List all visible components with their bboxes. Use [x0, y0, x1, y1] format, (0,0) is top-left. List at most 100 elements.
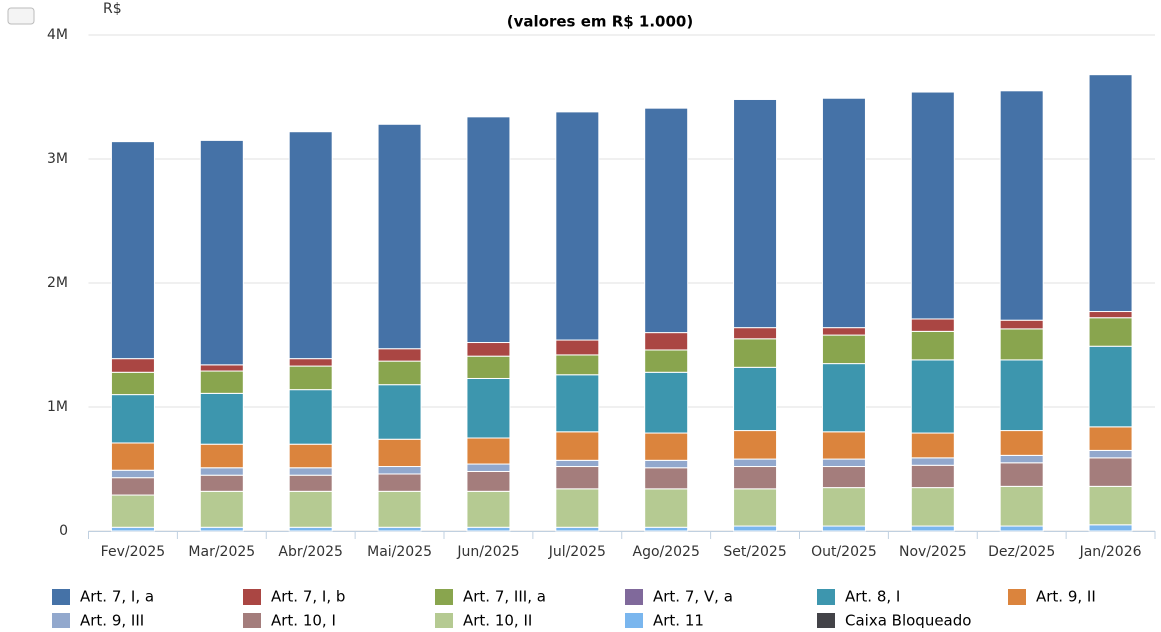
y-tick-label: 4M — [47, 27, 68, 43]
legend-label: Art. 9, II — [1036, 588, 1096, 606]
x-tick-label: Abr/2025 — [278, 544, 343, 560]
bar-segment — [644, 107, 689, 334]
bar-segment — [733, 366, 778, 432]
bar-segment — [1088, 426, 1133, 451]
y-tick-label: 3M — [47, 151, 68, 167]
bar-segment — [466, 437, 511, 465]
bar-segment — [466, 470, 511, 492]
bar-segment — [377, 526, 422, 532]
bar-segment — [821, 466, 866, 489]
bar-segment — [555, 526, 600, 532]
bar-segment — [1088, 311, 1133, 319]
legend-label: Caixa Bloqueado — [845, 612, 971, 629]
legend-swatch — [817, 613, 835, 629]
bar-segment — [733, 488, 778, 527]
bar-segment — [110, 141, 155, 360]
bar-segment — [910, 91, 955, 320]
bar-segment — [199, 526, 244, 532]
bar-segment — [821, 525, 866, 532]
bar-segment — [644, 526, 689, 532]
bar-segment — [999, 485, 1044, 527]
bar-segment — [377, 123, 422, 350]
bar-segment — [199, 139, 244, 366]
bar-segment — [733, 338, 778, 368]
bar-segment — [288, 443, 333, 469]
y-tick-label: 1M — [47, 399, 68, 415]
bar-segment — [910, 432, 955, 459]
bar-segment — [466, 116, 511, 344]
bar-segment — [910, 318, 955, 332]
bar-segment — [910, 330, 955, 361]
bar-segment — [999, 462, 1044, 487]
bar-segment — [288, 474, 333, 492]
bar-segment — [377, 473, 422, 492]
bar-segment — [466, 377, 511, 439]
bar-segment — [377, 348, 422, 362]
bar-segment — [1088, 457, 1133, 487]
bar-segment — [999, 328, 1044, 361]
bar-segment — [288, 365, 333, 391]
bar-segment — [1088, 345, 1133, 428]
bar-segment — [821, 97, 866, 329]
bar-segment — [733, 458, 778, 468]
bar-segment — [199, 474, 244, 492]
bar-segment — [199, 467, 244, 476]
menu-button[interactable] — [7, 7, 35, 25]
legend-label: Art. 10, II — [463, 612, 532, 629]
bar-segment — [999, 525, 1044, 532]
bar-segment — [555, 466, 600, 490]
x-tick-label: Mar/2025 — [188, 544, 255, 560]
bar-segment — [288, 389, 333, 445]
bar-segment — [110, 477, 155, 496]
bar-segment — [110, 394, 155, 444]
bar-segment — [288, 131, 333, 360]
legend-label: Art. 7, I, a — [80, 588, 154, 606]
legend-label: Art. 8, I — [845, 588, 900, 606]
legend-label: Art. 7, III, a — [463, 588, 546, 606]
bar-segment — [1088, 74, 1133, 313]
bar-segment — [910, 359, 955, 434]
bar-segment — [644, 432, 689, 461]
bar-segment — [110, 358, 155, 373]
bar-segment — [377, 384, 422, 440]
bar-segment — [110, 371, 155, 396]
x-tick-label: Nov/2025 — [899, 544, 967, 560]
bar-segment — [288, 467, 333, 476]
legend-swatch — [52, 613, 70, 629]
bar-segment — [555, 339, 600, 356]
legend-swatch — [243, 613, 261, 629]
bar-segment — [733, 525, 778, 532]
bar-segment — [644, 349, 689, 373]
bar-segment — [466, 463, 511, 472]
bar-segment — [644, 459, 689, 469]
bar-segment — [466, 490, 511, 528]
bar-segment — [1088, 449, 1133, 459]
bar-segment — [821, 334, 866, 365]
bar-segment — [644, 488, 689, 528]
bar-segment — [999, 359, 1044, 432]
legend-label: Art. 7, I, b — [271, 588, 345, 606]
legend-swatch — [435, 589, 453, 605]
bar-segment — [288, 526, 333, 532]
bar-segment — [377, 466, 422, 475]
legend-swatch — [625, 589, 643, 605]
bar-segment — [999, 90, 1044, 321]
bar-segment — [555, 488, 600, 528]
bar-segment — [999, 430, 1044, 456]
bar-segment — [999, 319, 1044, 330]
y-tick-label: 2M — [47, 275, 68, 291]
legend-label: Art. 9, III — [80, 612, 144, 629]
bar-segment — [555, 354, 600, 376]
bar-segment — [466, 355, 511, 379]
bar-segment — [910, 525, 955, 532]
bar-segment — [110, 526, 155, 532]
bar-segment — [199, 364, 244, 372]
bar-segment — [555, 374, 600, 433]
bar-segment — [110, 442, 155, 471]
legend-swatch — [52, 589, 70, 605]
bar-segment — [644, 371, 689, 434]
bar-segment — [110, 494, 155, 528]
bar-segment — [199, 370, 244, 394]
bar-segment — [377, 438, 422, 468]
